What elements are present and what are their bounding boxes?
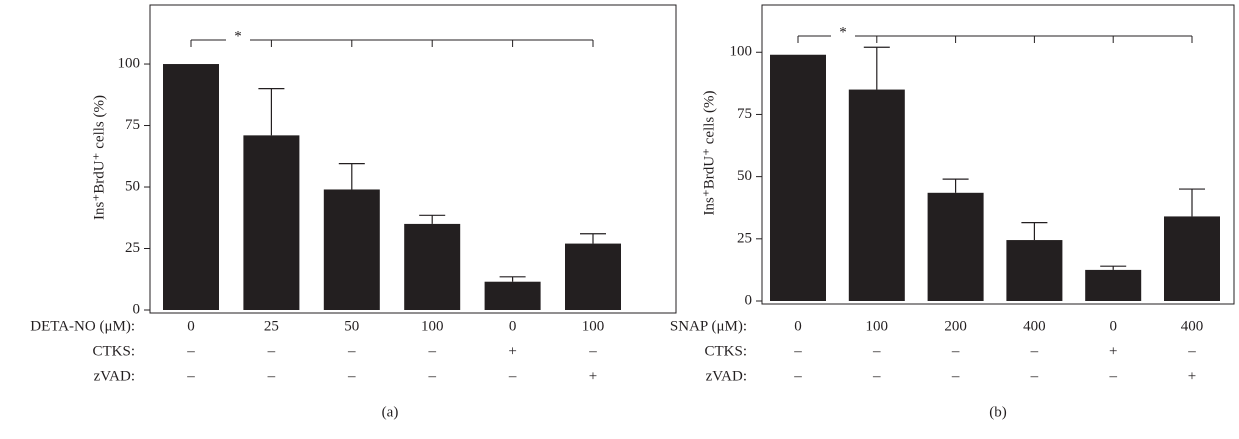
treatment-label: CTKS: xyxy=(704,343,747,359)
treatment-mark: – xyxy=(1108,368,1117,384)
y-tick-label: 50 xyxy=(737,168,752,184)
y-tick-label: 75 xyxy=(737,106,752,122)
bar xyxy=(848,89,905,301)
treatment-mark: – xyxy=(951,368,960,384)
y-tick-label: 75 xyxy=(125,117,140,133)
y-tick-label: 100 xyxy=(730,44,753,60)
bar xyxy=(323,189,380,310)
treatment-mark: – xyxy=(793,343,802,359)
panel-label: (b) xyxy=(989,404,1007,420)
treatment-mark: – xyxy=(793,368,802,384)
treatment-mark: – xyxy=(427,343,436,359)
plot-frame xyxy=(761,4,1235,305)
treatment-mark: – xyxy=(347,343,356,359)
treatment-mark: – xyxy=(951,343,960,359)
y-tick-label: 0 xyxy=(133,301,141,317)
significance-mark: * xyxy=(234,28,242,44)
x-tick-label: 0 xyxy=(1109,318,1117,334)
plot-frame xyxy=(149,4,677,314)
x-tick-label: 0 xyxy=(509,318,517,334)
x-tick-label: 50 xyxy=(344,318,359,334)
y-tick-label: 25 xyxy=(737,230,752,246)
treatment-mark: – xyxy=(267,368,276,384)
treatment-mark: – xyxy=(186,368,195,384)
x-tick-label: 400 xyxy=(1181,318,1204,334)
treatment-mark: – xyxy=(347,368,356,384)
x-tick-label: 400 xyxy=(1023,318,1046,334)
bar xyxy=(770,54,826,302)
x-axis-label: DETA-NO (μM): xyxy=(30,318,135,334)
treatment-mark: – xyxy=(1030,343,1039,359)
treatment-mark: – xyxy=(588,343,597,359)
x-tick-label: 0 xyxy=(794,318,802,334)
treatment-mark: – xyxy=(1187,343,1196,359)
bar xyxy=(1164,216,1220,301)
bar xyxy=(163,64,219,310)
bar xyxy=(1006,240,1063,301)
treatment-mark: + xyxy=(508,343,516,359)
y-axis-label: Ins⁺BrdU⁺ cells (%) xyxy=(91,95,107,220)
treatment-label: zVAD: xyxy=(706,368,747,384)
treatment-mark: – xyxy=(1030,368,1039,384)
bar xyxy=(404,223,461,310)
panel-label: (a) xyxy=(382,404,399,420)
treatment-mark: + xyxy=(589,368,597,384)
treatment-label: CTKS: xyxy=(92,343,135,359)
x-axis-label: SNAP (μM): xyxy=(670,318,747,334)
significance-mark: * xyxy=(839,24,847,40)
treatment-mark: – xyxy=(267,343,276,359)
bar xyxy=(484,281,541,310)
x-tick-label: 100 xyxy=(582,318,605,334)
treatment-mark: – xyxy=(186,343,195,359)
y-tick-label: 0 xyxy=(745,292,753,308)
y-tick-label: 50 xyxy=(125,178,140,194)
treatment-mark: + xyxy=(1109,343,1117,359)
y-tick-label: 100 xyxy=(118,55,141,71)
y-tick-label: 25 xyxy=(125,240,140,256)
treatment-mark: + xyxy=(1188,368,1196,384)
bar xyxy=(565,243,621,310)
treatment-mark: – xyxy=(508,368,517,384)
x-tick-label: 200 xyxy=(944,318,967,334)
treatment-mark: – xyxy=(872,343,881,359)
bar xyxy=(927,192,984,301)
x-tick-label: 100 xyxy=(866,318,889,334)
x-tick-label: 0 xyxy=(187,318,195,334)
bar xyxy=(243,135,300,310)
bar xyxy=(1085,269,1142,301)
y-axis-label: Ins⁺BrdU⁺ cells (%) xyxy=(701,91,717,216)
treatment-mark: – xyxy=(427,368,436,384)
treatment-label: zVAD: xyxy=(94,368,135,384)
x-tick-label: 100 xyxy=(421,318,444,334)
x-tick-label: 25 xyxy=(264,318,279,334)
treatment-mark: – xyxy=(872,368,881,384)
